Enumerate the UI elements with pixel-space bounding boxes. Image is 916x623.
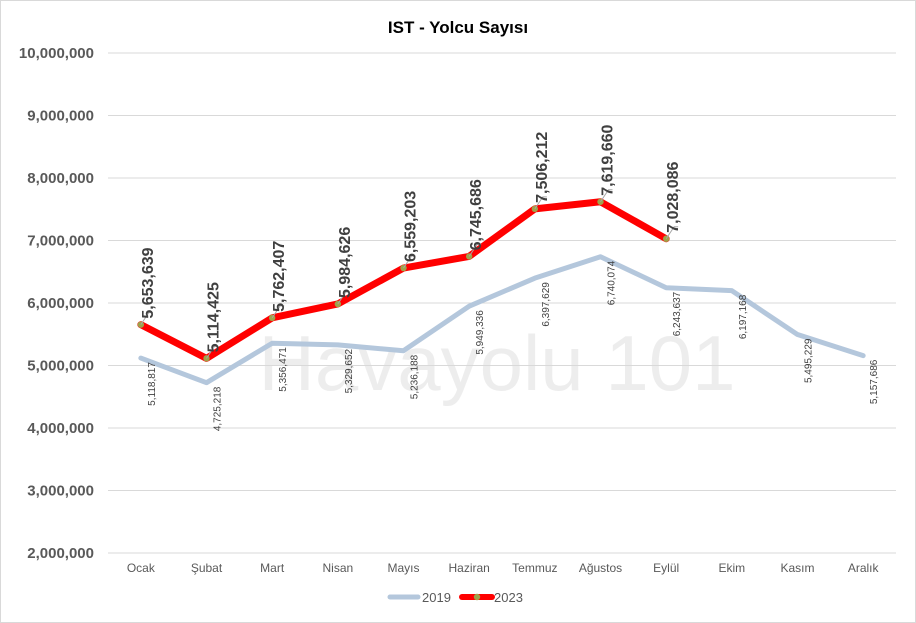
grid-layer	[108, 52, 896, 554]
series-2023-data-label: 6,559,203	[403, 191, 420, 262]
series-2019-point	[337, 344, 339, 346]
series-2019-data-label: 6,397,629	[541, 282, 552, 327]
series-2019-point	[140, 357, 142, 359]
y-tick-label: 6,000,000	[27, 295, 94, 312]
data-label-layer: 5,118,817 4,725,218 5,356,471 5,329,652 5,23…	[140, 124, 880, 431]
series-2019-point	[665, 287, 667, 289]
x-tick-label: Nisan	[322, 561, 353, 575]
watermark-text: Havayolu 101	[259, 319, 736, 407]
series-2023-data-label: 5,114,425	[206, 282, 223, 352]
series-2023-data-label: 5,984,626	[337, 227, 354, 298]
x-tick-label: Haziran	[448, 561, 489, 575]
series-2023-data-label: 6,745,686	[468, 179, 485, 250]
series-2019-data-label: 5,118,817	[147, 362, 158, 406]
series-2023-leader-line	[665, 226, 679, 240]
series-2019-data-label: 6,197,168	[738, 294, 749, 339]
series-2019-data-label: 5,329,652	[344, 348, 355, 393]
x-axis: Ocak Şubat Mart Nisan Mayıs Haziran Temmuz Ağus…	[127, 561, 880, 575]
series-2023-leader-line	[206, 345, 219, 359]
series-2023-leader-line	[403, 255, 416, 269]
series-2019-point	[600, 256, 601, 258]
series-2019-point	[731, 290, 733, 292]
legend-2023-marker	[473, 593, 481, 601]
y-tick-label: 8,000,000	[27, 170, 94, 187]
series-2023-data-label: 7,028,086	[665, 161, 682, 232]
series-2023-leader-line	[337, 291, 350, 305]
y-tick-label: 4,000,000	[27, 420, 94, 437]
y-tick-label: 7,000,000	[27, 233, 94, 250]
series-2019-point	[534, 277, 536, 279]
y-tick-label: 3,000,000	[27, 483, 94, 500]
x-tick-label: Eylül	[653, 561, 679, 575]
series-2023-data-label: 5,653,639	[140, 247, 157, 318]
y-axis: 2,000,000 3,000,000 4,000,000 5,000,000 6,00…	[19, 45, 94, 562]
x-tick-label: Ağustos	[579, 561, 622, 575]
x-tick-label: Kasım	[780, 561, 814, 575]
x-tick-label: Ocak	[127, 561, 156, 575]
series-2019-data-label: 6,243,637	[672, 291, 683, 336]
series-2019-data-label: 5,236,188	[410, 354, 421, 399]
series-2019-point	[862, 355, 864, 357]
series-2023-data-label: 7,619,660	[600, 124, 617, 195]
series-2019-data-label: 5,157,686	[869, 359, 880, 404]
y-tick-label: 9,000,000	[27, 108, 94, 125]
series-2023-point	[268, 314, 276, 322]
series-2019-point	[403, 350, 404, 352]
series-2023-leader-line	[534, 196, 547, 210]
y-tick-label: 10,000,000	[19, 45, 94, 62]
x-tick-label: Mayıs	[387, 561, 419, 575]
series-2023-leader-line	[600, 189, 613, 203]
series-2019-point	[271, 342, 273, 344]
series-2019-data-label: 4,725,218	[213, 386, 224, 431]
x-tick-label: Temmuz	[512, 561, 557, 575]
series-2019-data-label: 5,949,336	[475, 310, 486, 355]
series-2019-point	[206, 382, 207, 384]
x-tick-label: Ekim	[718, 561, 745, 575]
x-tick-label: Aralık	[848, 561, 880, 575]
series-2019-point	[797, 334, 798, 336]
series-2023-data-label: 7,506,212	[534, 132, 551, 203]
series-2019-data-label: 6,740,074	[607, 260, 618, 305]
legend-2023-label: 2023	[494, 590, 523, 605]
series-2023-leader-line	[140, 312, 153, 325]
x-tick-label: Şubat	[191, 561, 223, 575]
legend-2019-label: 2019	[422, 590, 451, 605]
series-2019-point	[468, 305, 470, 307]
series-2023-point	[465, 253, 473, 260]
series-2023-leader-line	[468, 243, 482, 257]
series-2023-leader-line	[271, 305, 285, 319]
series-2023-point	[334, 300, 342, 308]
legend: 2019 2023	[387, 590, 523, 605]
series-2023-data-label: 5,762,407	[271, 241, 288, 312]
chart-title: IST - Yolcu Sayısı	[388, 18, 528, 37]
x-tick-label: Mart	[260, 561, 285, 575]
y-tick-label: 2,000,000	[27, 545, 94, 562]
series-2019-line	[138, 254, 866, 386]
series-2019-data-label: 5,356,471	[278, 347, 289, 392]
series-2019-data-label: 5,495,229	[804, 338, 815, 383]
y-tick-label: 5,000,000	[27, 358, 94, 375]
